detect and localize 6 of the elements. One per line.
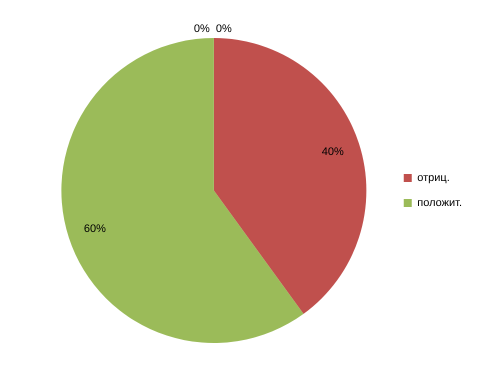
text: 0% <box>194 23 210 36</box>
text: 0% <box>216 23 232 36</box>
legend-label: положит. <box>417 197 462 210</box>
legend-label: отриц. <box>417 172 450 184</box>
data-label: 60% <box>84 223 106 236</box>
data-label: 40% <box>322 146 344 158</box>
